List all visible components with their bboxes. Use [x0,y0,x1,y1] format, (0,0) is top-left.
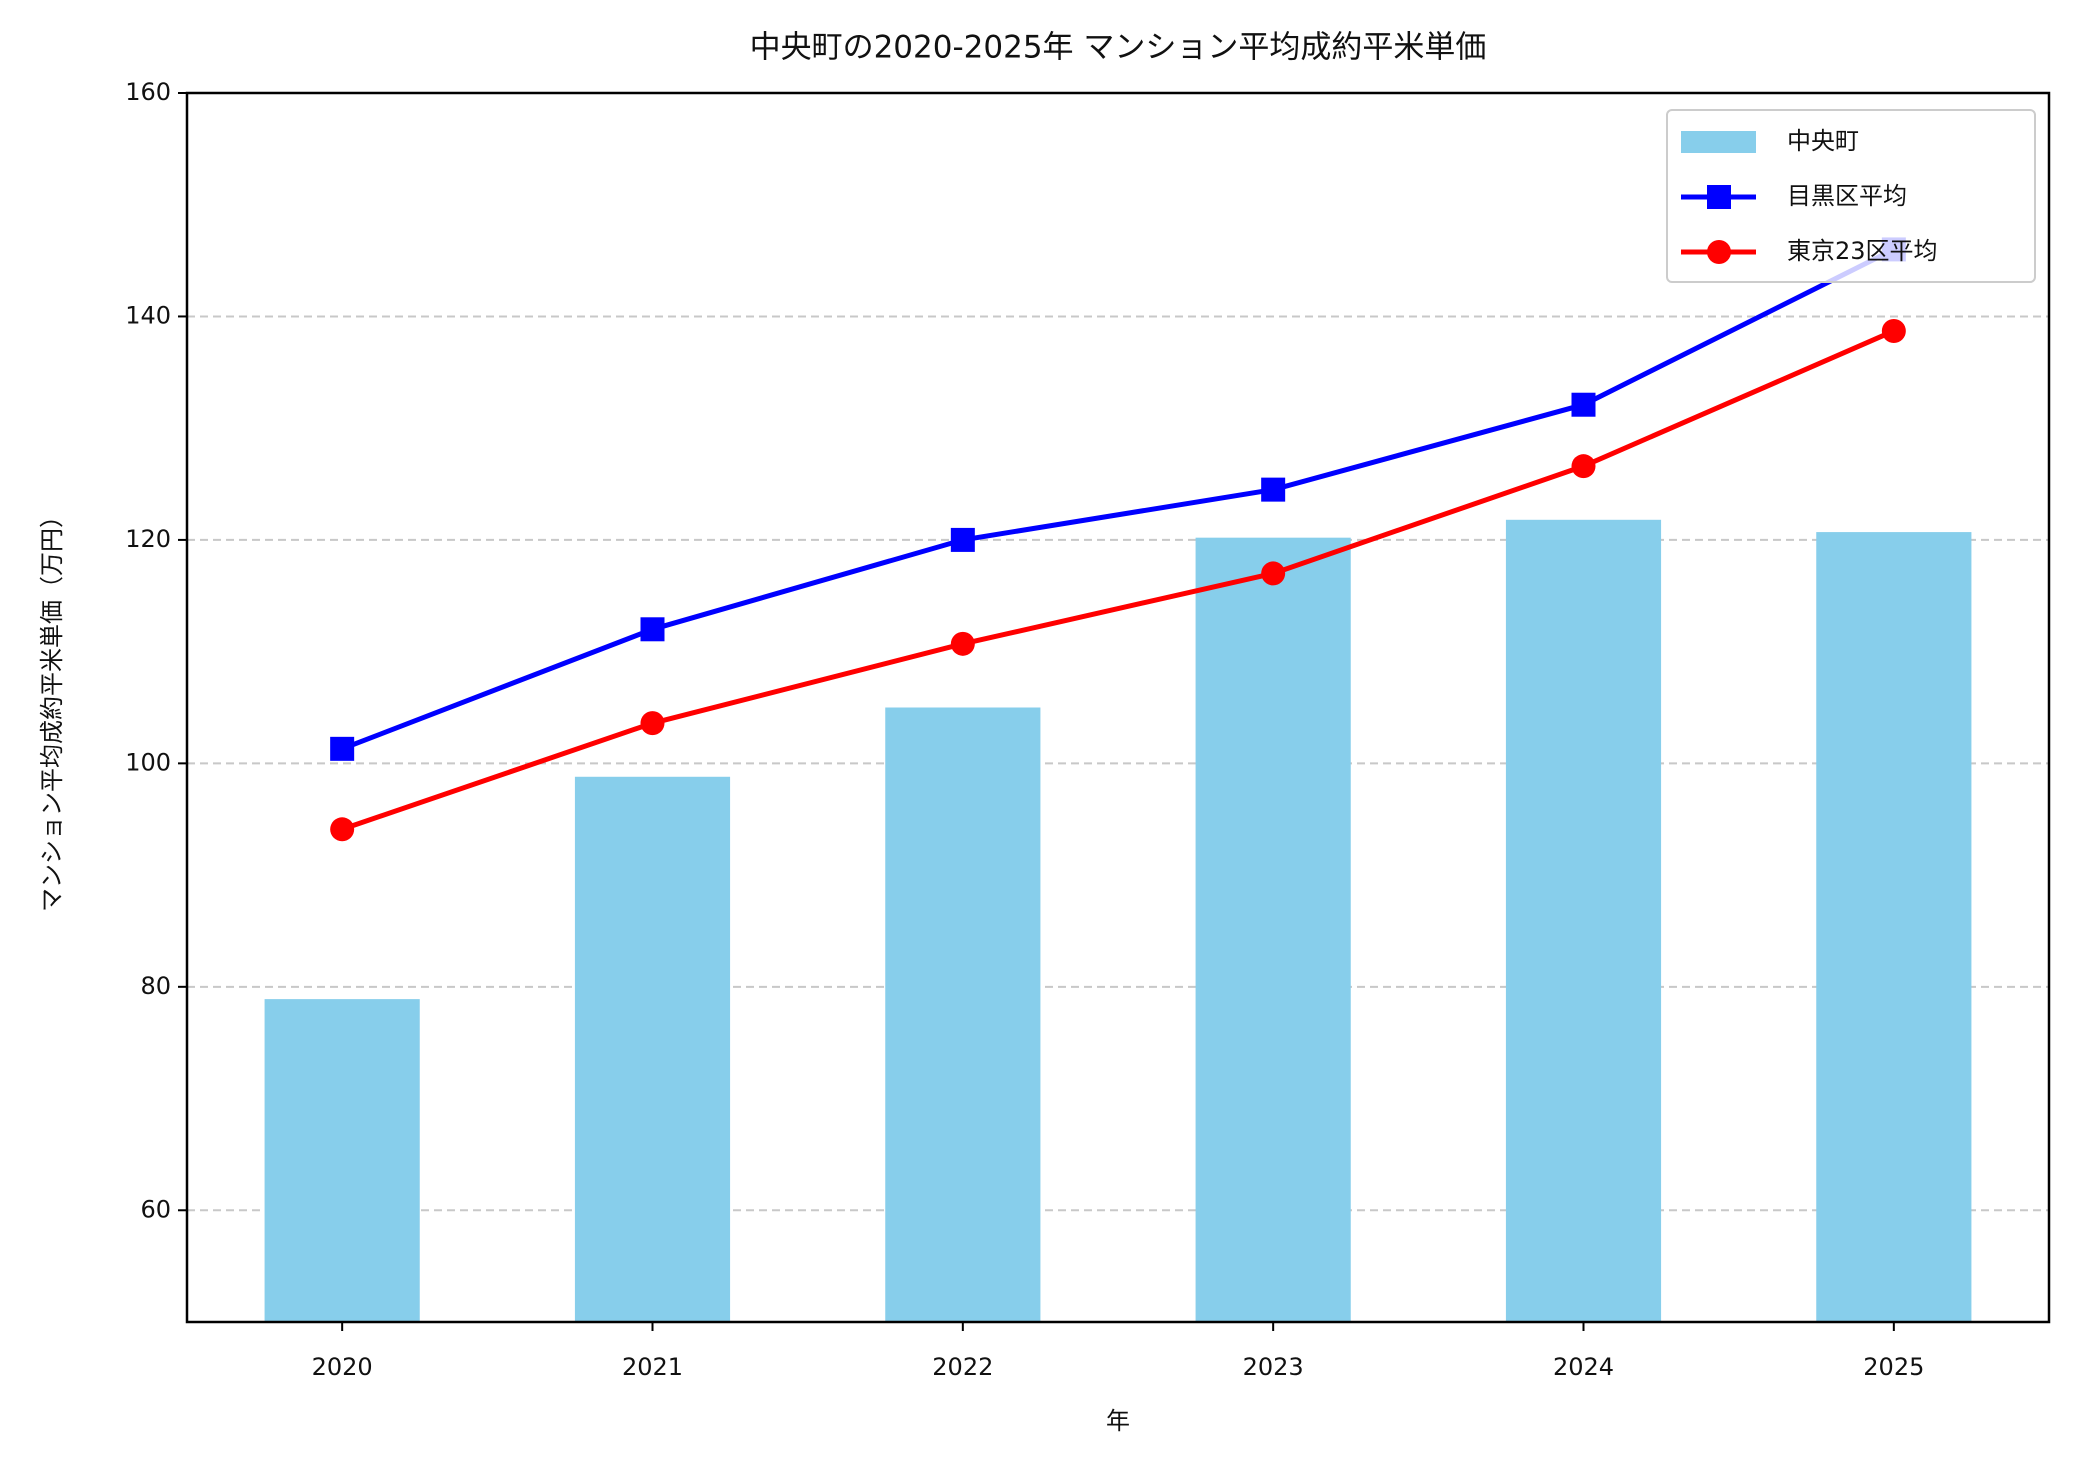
marker [950,527,975,552]
marker [640,711,665,736]
x-tick-label: 2023 [1243,1353,1304,1381]
x-tick-label: 2025 [1863,1353,1924,1381]
y-tick-label: 140 [125,301,171,329]
marker [1881,318,1906,343]
x-axis-label: 年 [1106,1407,1130,1435]
marker [1261,477,1286,502]
marker [950,631,975,656]
bar [1195,537,1351,1322]
x-tick-label: 2024 [1553,1353,1614,1381]
x-tick-label: 2021 [622,1353,683,1381]
line [341,328,1895,832]
marker [330,817,355,842]
chart-title: 中央町の2020-2025年 マンション平均成約平米単価 [750,30,1487,66]
y-tick-label: 60 [140,1195,171,1223]
x-tick-label: 2022 [932,1353,993,1381]
line [341,247,1895,752]
legend-label: 目黒区平均 [1787,182,1907,210]
legend-marker [1707,185,1731,209]
bar [1816,532,1972,1322]
y-tick-label: 100 [125,748,171,776]
legend-marker [1707,240,1731,264]
y-tick-label: 80 [140,972,171,1000]
legend-label: 東京23区平均 [1787,237,1938,265]
bar [264,999,420,1322]
marker [1571,392,1596,417]
x-tick-label: 2020 [312,1353,373,1381]
bar [574,776,731,1322]
legend-swatch [1681,131,1756,153]
y-axis-label: マンション平均成約平米単価（万円） [38,504,66,912]
y-tick-label: 160 [125,78,171,106]
bar [885,707,1041,1322]
bar [1505,519,1662,1322]
y-tick-label: 120 [125,525,171,553]
marker [1261,561,1286,586]
legend-box [1666,109,2036,283]
marker [640,617,665,642]
marker [330,736,355,761]
legend-label: 中央町 [1787,127,1859,155]
marker [1571,454,1596,479]
plot-frame [185,91,2051,1324]
